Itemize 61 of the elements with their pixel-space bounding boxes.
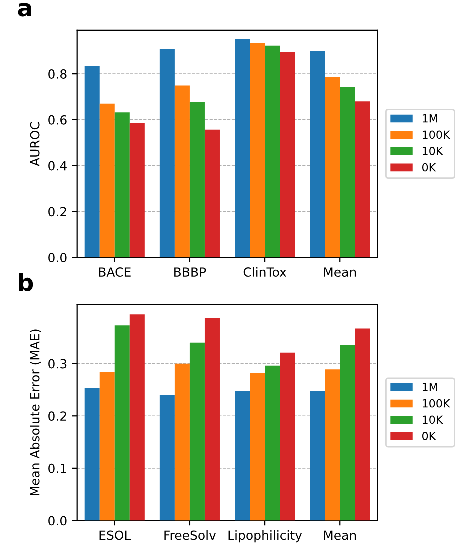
bar: [310, 51, 326, 258]
bar: [340, 344, 356, 521]
legend-label: 1M: [422, 383, 438, 392]
bar: [340, 87, 356, 258]
bar: [250, 373, 266, 521]
bar: [190, 102, 205, 258]
y-tick-label: 0.1: [48, 464, 66, 474]
y-tick-label: 0.0: [48, 516, 67, 526]
legend-label: 10K: [422, 147, 444, 156]
bar: [235, 392, 250, 521]
bar: [280, 352, 296, 521]
bar: [190, 342, 205, 521]
bar: [160, 50, 175, 258]
bar: [325, 370, 340, 521]
bar: [174, 364, 190, 521]
bar: [355, 328, 370, 521]
bar: [204, 130, 220, 258]
bar: [325, 77, 340, 258]
y-tick-label: 0.4: [48, 161, 67, 171]
y-axis-title: Mean Absolute Error (MAE): [30, 330, 42, 496]
bar: [84, 388, 100, 521]
text: a: [18, 3, 32, 17]
y-tick-label: 0.2: [48, 207, 66, 217]
bar: [114, 326, 130, 521]
bar: [130, 123, 145, 258]
y-tick-label: 0.6: [48, 115, 67, 125]
x-tick-label: FreeSolv: [164, 530, 216, 540]
legend-label: 0K: [422, 163, 436, 172]
bar: [174, 86, 190, 258]
x-tick-label: Mean: [324, 268, 356, 278]
bar: [310, 392, 326, 521]
y-tick-label: 0.3: [48, 359, 67, 369]
legend-label: 100K: [422, 130, 450, 140]
text: b: [19, 273, 34, 292]
y-axis-title: AUROC: [30, 122, 40, 166]
bar: [100, 104, 115, 258]
x-tick-label: BBBP: [174, 268, 206, 277]
bar: [100, 372, 115, 521]
legend-label: 100K: [422, 399, 450, 408]
bar: [114, 112, 130, 258]
x-tick-label: Lipophilicity: [228, 530, 302, 543]
y-tick-label: 0.2: [48, 412, 66, 422]
x-tick-label: Mean: [324, 530, 356, 540]
bar: [265, 366, 280, 521]
y-tick-label: 0.8: [48, 70, 67, 79]
y-tick-label: 0.0: [48, 253, 67, 263]
bar: [355, 102, 370, 258]
bar: [204, 318, 220, 521]
x-tick-label: BACE: [99, 268, 131, 278]
bar: [235, 39, 250, 258]
bar: [130, 314, 145, 521]
bar: [280, 52, 296, 258]
legend-label: 0K: [422, 432, 436, 440]
bar: [160, 395, 175, 521]
bar: [265, 46, 280, 258]
x-tick-label: ClinTox: [244, 267, 287, 278]
bar: [84, 66, 100, 258]
legend-label: 10K: [422, 416, 444, 424]
bar: [250, 43, 266, 258]
legend-label: 1M: [422, 114, 438, 123]
x-tick-label: ESOL: [100, 530, 132, 540]
